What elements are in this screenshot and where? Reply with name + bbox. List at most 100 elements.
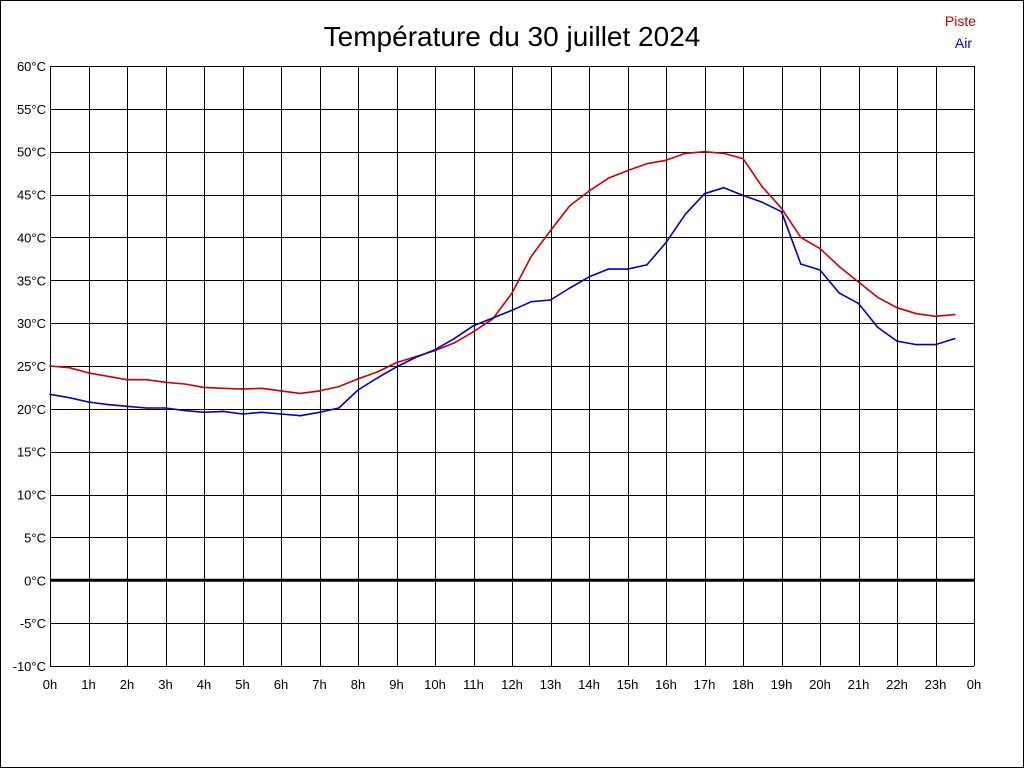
data-point-air (280, 413, 282, 415)
series-line-air (49, 186, 956, 417)
y-tick-label: 25°C (17, 359, 46, 374)
y-tick-label: 15°C (17, 445, 46, 460)
data-point-piste (280, 390, 282, 392)
x-axis-ticks: 0h 1h 2h 3h 4h 5h 6h 7h 8h 9h 10h 11h 12h 13h 14h 15h 16… (43, 677, 981, 692)
data-point-piste (395, 361, 398, 364)
y-tick-label: 50°C (17, 145, 46, 160)
data-point-piste (877, 296, 879, 299)
data-point-air (184, 409, 186, 412)
data-point-air (780, 210, 783, 213)
data-point-air (492, 317, 494, 319)
data-point-piste (800, 236, 802, 239)
data-point-piste (588, 190, 590, 192)
y-tick-label: 5°C (24, 530, 46, 545)
data-point-piste (107, 375, 109, 378)
data-point-piste (357, 378, 359, 380)
x-tick-label: 22h (886, 677, 908, 692)
data-point-air (896, 340, 898, 342)
x-tick-label: 18h (732, 677, 754, 692)
x-tick-label: 21h (848, 677, 870, 692)
data-point-piste (318, 390, 321, 392)
data-point-air (222, 410, 225, 413)
x-tick-label: 3h (158, 677, 172, 692)
data-point-piste (145, 378, 148, 381)
data-point-piste (569, 204, 571, 207)
y-tick-label: 60°C (17, 59, 46, 74)
data-point-air (819, 269, 821, 271)
data-point-piste (838, 265, 841, 268)
series-lines (49, 150, 956, 417)
data-point-piste (896, 306, 898, 309)
data-point-air (299, 414, 302, 417)
y-tick-label: 45°C (17, 188, 46, 203)
data-point-air (472, 324, 475, 327)
x-tick-label: 10h (424, 677, 446, 692)
x-tick-label: 1h (81, 677, 95, 692)
y-axis-ticks: 60°C 55°C 50°C 45°C 40°C 35°C 30°C 25°C 20°C 15°C… (13, 59, 46, 674)
x-tick-label: 15h (617, 677, 639, 692)
data-point-piste (819, 247, 821, 250)
data-point-air (395, 366, 398, 368)
x-tick-label: 8h (351, 677, 365, 692)
data-point-air (164, 407, 167, 409)
data-point-air (357, 389, 359, 391)
data-point-air (549, 299, 552, 301)
x-tick-label: 0h (43, 677, 57, 692)
legend-air: Air (955, 35, 972, 51)
data-point-air (588, 276, 590, 278)
data-point-piste (607, 177, 610, 180)
y-tick-label: 0°C (24, 573, 46, 588)
data-point-piste (453, 342, 456, 344)
data-point-piste (376, 371, 379, 373)
data-point-piste (203, 386, 205, 389)
data-point-piste (87, 372, 90, 374)
y-tick-label: 20°C (17, 402, 46, 417)
data-point-air (877, 326, 879, 329)
data-point-air (626, 268, 629, 270)
data-point-piste (164, 381, 167, 384)
x-tick-label: 17h (694, 677, 716, 692)
x-tick-label: 0h (967, 677, 981, 692)
data-point-piste (761, 186, 764, 188)
data-point-piste (915, 312, 918, 315)
x-tick-label: 6h (274, 677, 288, 692)
data-point-air (203, 411, 205, 414)
chart-title: Température du 30 juillet 2024 (324, 21, 701, 52)
data-point-air (49, 393, 51, 396)
data-point-piste (184, 383, 186, 385)
data-point-piste (511, 292, 513, 294)
data-point-piste (954, 313, 956, 316)
data-point-air (857, 302, 860, 305)
data-point-air (318, 411, 321, 414)
data-point-air (684, 213, 687, 216)
data-point-piste (934, 315, 937, 318)
data-point-air (511, 309, 513, 312)
data-point-air (126, 405, 128, 408)
y-tick-label: 30°C (17, 316, 46, 331)
data-point-air (453, 337, 456, 340)
data-point-air (261, 411, 263, 414)
data-point-piste (530, 255, 533, 258)
data-point-piste (49, 365, 51, 367)
data-point-air (915, 343, 918, 346)
x-tick-label: 14h (578, 677, 600, 692)
series-line-piste (49, 150, 955, 395)
data-point-piste (742, 157, 744, 160)
data-point-air (569, 287, 571, 289)
data-point-air (434, 348, 436, 351)
data-point-piste (780, 207, 783, 210)
data-point-piste (723, 152, 725, 155)
data-point-piste (626, 169, 629, 172)
x-tick-label: 4h (197, 677, 211, 692)
y-tick-label: 35°C (17, 273, 46, 288)
x-tick-label: 2h (120, 677, 134, 692)
data-point-air (241, 413, 244, 415)
x-tick-label: 13h (540, 677, 562, 692)
data-point-piste (703, 150, 706, 153)
y-tick-label: 40°C (17, 230, 46, 245)
x-tick-label: 9h (389, 677, 403, 692)
data-point-air (838, 292, 841, 294)
data-point-piste (222, 387, 225, 390)
x-tick-label: 16h (655, 677, 677, 692)
